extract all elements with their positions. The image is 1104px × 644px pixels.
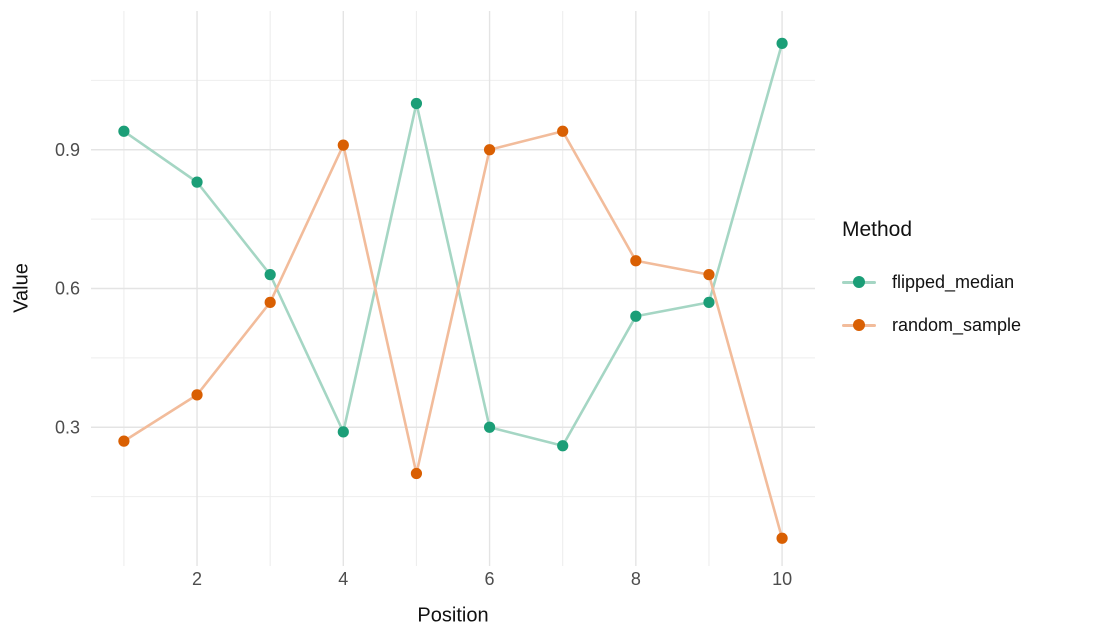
- y-tick-label: 0.3: [55, 417, 80, 437]
- data-point-random_sample: [557, 125, 569, 137]
- data-point-random_sample: [703, 269, 715, 281]
- data-point-flipped_median: [264, 269, 276, 281]
- data-point-random_sample: [410, 467, 423, 480]
- legend-title: Method: [842, 218, 913, 241]
- x-tick-label: 10: [772, 569, 792, 589]
- data-point-flipped_median: [776, 37, 788, 49]
- x-tick-label: 2: [192, 569, 202, 589]
- data-point-random_sample: [264, 296, 276, 308]
- legend-key-point-icon: [853, 276, 865, 288]
- data-point-flipped_median: [483, 421, 496, 433]
- data-point-flipped_median: [410, 97, 423, 110]
- data-point-random_sample: [776, 532, 788, 544]
- data-point-flipped_median: [630, 310, 642, 322]
- data-point-flipped_median: [118, 125, 130, 137]
- legend: Method flipped_median random_sample: [842, 216, 1021, 356]
- x-axis-title: Position: [417, 604, 489, 627]
- data-point-flipped_median: [191, 176, 203, 188]
- y-tick-label: 0.9: [55, 140, 80, 160]
- data-point-random_sample: [191, 389, 203, 401]
- x-tick-label: 4: [338, 569, 348, 589]
- data-point-flipped_median: [557, 440, 569, 452]
- legend-key-flipped-median: [842, 275, 876, 289]
- legend-item-random-sample: random_sample: [842, 313, 1021, 337]
- y-axis-title: Value: [10, 263, 33, 313]
- plot-area: 0.3 0.6 0.9 2 4 6 8 10: [55, 11, 815, 589]
- legend-label: flipped_median: [892, 271, 1015, 292]
- legend-item-flipped-median: flipped_median: [842, 270, 1021, 294]
- series-line-flipped_median: [122, 42, 784, 448]
- legend-key-random-sample: [842, 318, 876, 332]
- y-tick-label: 0.6: [55, 279, 80, 299]
- data-point-random_sample: [337, 139, 349, 151]
- data-point-flipped_median: [703, 296, 715, 308]
- x-tick-label: 8: [631, 569, 641, 589]
- data-point-random_sample: [483, 144, 496, 156]
- series-line-random_sample: [122, 129, 784, 540]
- legend-label: random_sample: [892, 314, 1022, 335]
- data-point-random_sample: [630, 255, 642, 267]
- x-tick-label: 6: [485, 569, 495, 589]
- data-point-random_sample: [118, 435, 130, 447]
- data-point-flipped_median: [337, 426, 349, 438]
- legend-key-point-icon: [853, 319, 865, 331]
